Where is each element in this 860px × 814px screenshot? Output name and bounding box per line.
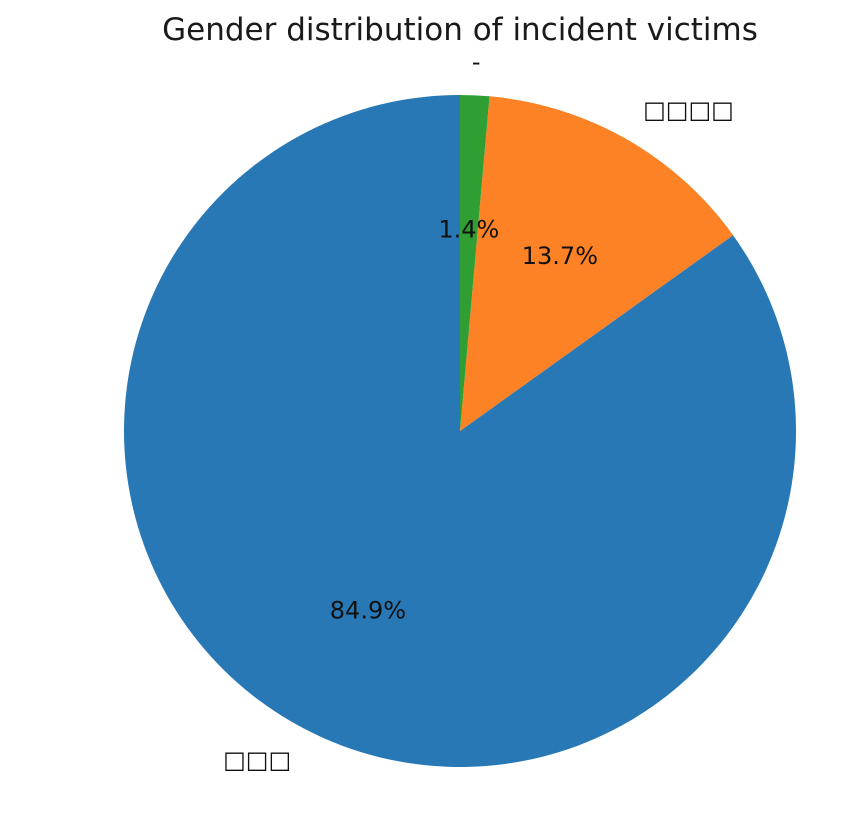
- slice-category-label-2: -: [472, 48, 481, 76]
- chart-title: Gender distribution of incident victims: [162, 12, 758, 48]
- pie-slice-0: [124, 95, 797, 767]
- slice-percent-label-0: 84.9%: [330, 596, 406, 624]
- slice-category-label-1: □□□□: [643, 96, 734, 124]
- slice-percent-label-2: 1.4%: [438, 216, 499, 244]
- slice-percent-label-1: 13.7%: [522, 242, 598, 270]
- pie-slice-1: [460, 96, 734, 432]
- pie-slice-2: [460, 95, 490, 431]
- slice-category-label-0: □□□: [223, 746, 291, 774]
